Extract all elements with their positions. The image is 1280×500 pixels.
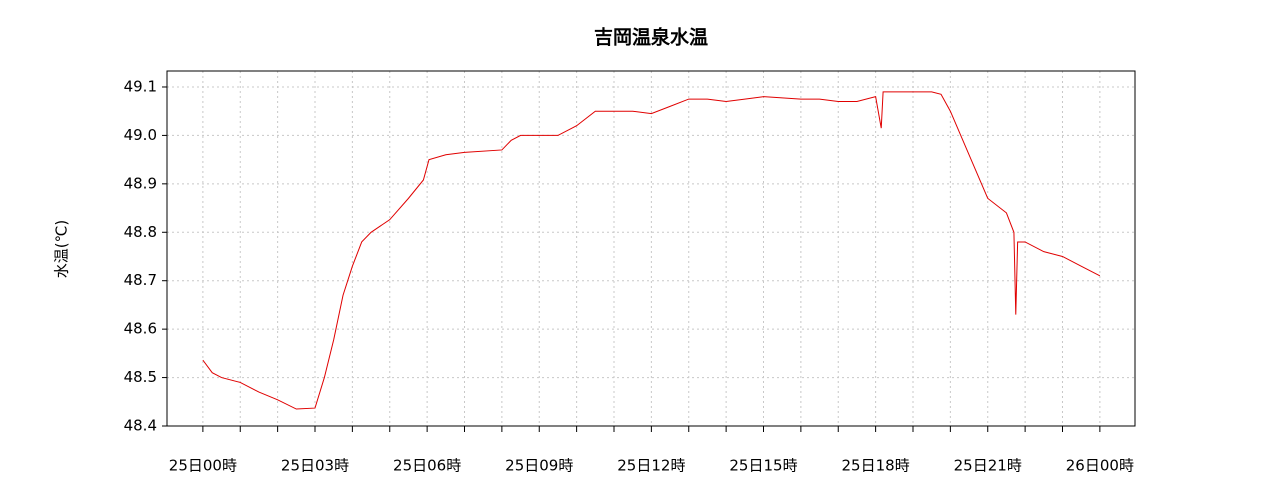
y-axis-label: 水温(℃): [53, 220, 71, 279]
chart-title: 吉岡温泉水温: [594, 26, 708, 49]
y-tick-label: 49.0: [124, 126, 157, 144]
x-tick-label: 25日03時: [281, 457, 349, 475]
x-tick-label: 25日18時: [842, 457, 910, 475]
x-tick-label: 26日00時: [1066, 457, 1134, 475]
y-tick-label: 49.1: [124, 77, 157, 95]
x-tick-label: 25日21時: [954, 457, 1022, 475]
data-line: [202, 91, 1101, 410]
y-tick-label: 48.8: [124, 223, 157, 241]
x-tick-label: 25日15時: [729, 457, 797, 475]
x-tick-label: 25日12時: [617, 457, 685, 475]
y-tick-label: 48.7: [124, 271, 157, 289]
y-tick-label: 48.4: [124, 417, 157, 435]
plot-frame: [166, 70, 1136, 427]
y-tick-label: 48.6: [124, 320, 157, 338]
y-tick-label: 48.9: [124, 174, 157, 192]
x-tick-label: 25日00時: [169, 457, 237, 475]
x-tick-label: 25日09時: [505, 457, 573, 475]
x-tick-label: 25日06時: [393, 457, 461, 475]
y-tick-label: 48.5: [124, 368, 157, 386]
